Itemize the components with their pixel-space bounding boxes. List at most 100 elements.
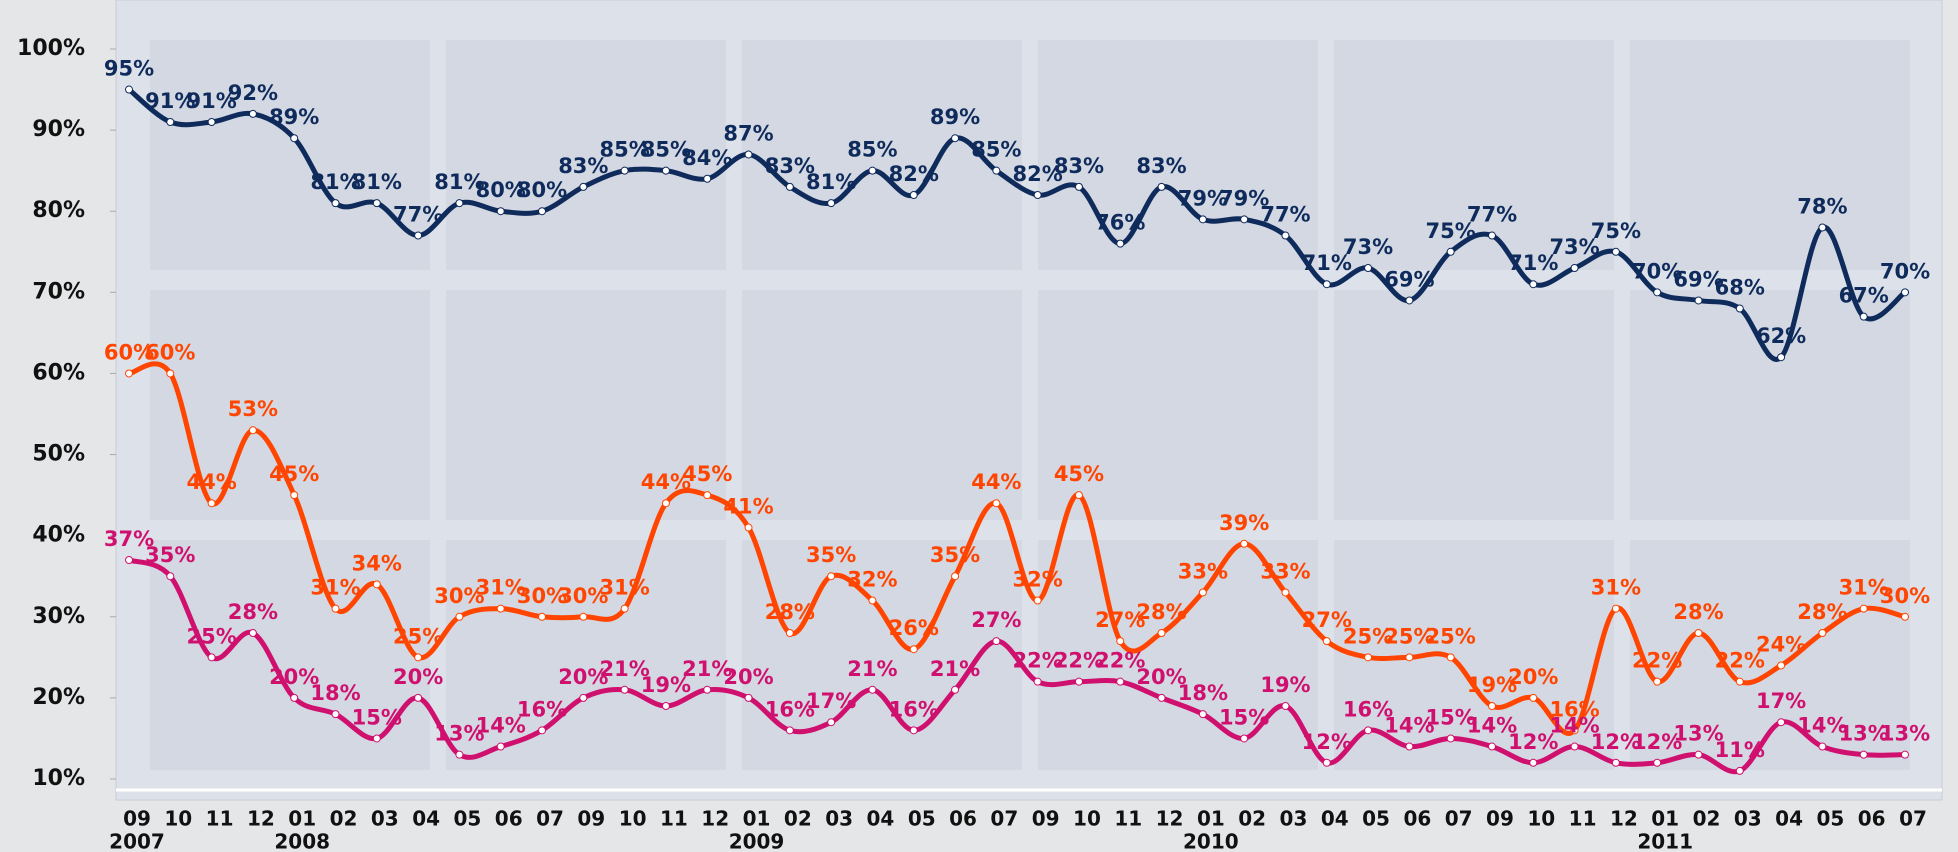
- point-marker: [249, 427, 256, 434]
- point-marker: [1365, 654, 1372, 661]
- data-label: 26%: [889, 616, 939, 640]
- point-marker: [497, 743, 504, 750]
- point-marker: [497, 208, 504, 215]
- data-label: 33%: [1260, 559, 1310, 583]
- point-marker: [167, 573, 174, 580]
- year-label: 2010: [1183, 830, 1239, 852]
- x-tick-label: 06: [949, 807, 977, 831]
- point-marker: [373, 735, 380, 742]
- point-marker: [291, 694, 298, 701]
- data-label: 12%: [1302, 730, 1352, 754]
- data-label: 15%: [1219, 705, 1269, 729]
- data-label: 82%: [889, 162, 939, 186]
- data-label: 33%: [1178, 559, 1228, 583]
- x-tick-label: 09: [577, 807, 605, 831]
- data-label: 70%: [1880, 259, 1930, 283]
- data-label: 69%: [1384, 267, 1434, 291]
- x-tick-label: 03: [371, 807, 399, 831]
- x-tick-label: 11: [206, 807, 234, 831]
- point-marker: [1447, 654, 1454, 661]
- point-marker: [1241, 735, 1248, 742]
- point-marker: [786, 183, 793, 190]
- point-marker: [828, 200, 835, 207]
- point-marker: [1902, 613, 1909, 620]
- x-tick-label: 07: [1899, 807, 1927, 831]
- x-tick-label: 05: [908, 807, 936, 831]
- x-tick-label: 04: [412, 807, 440, 831]
- point-marker: [952, 686, 959, 693]
- point-marker: [1571, 743, 1578, 750]
- data-label: 20%: [393, 665, 443, 689]
- point-marker: [1447, 735, 1454, 742]
- point-marker: [1778, 354, 1785, 361]
- data-label: 89%: [930, 105, 980, 129]
- point-marker: [1406, 743, 1413, 750]
- point-marker: [208, 654, 215, 661]
- point-marker: [662, 167, 669, 174]
- point-marker: [291, 135, 298, 142]
- point-marker: [1488, 743, 1495, 750]
- point-marker: [1695, 297, 1702, 304]
- point-marker: [1199, 589, 1206, 596]
- x-tick-label: 12: [247, 807, 275, 831]
- y-tick-label: 60%: [32, 360, 85, 385]
- x-tick-label: 10: [164, 807, 192, 831]
- year-label: 2007: [109, 830, 165, 852]
- point-marker: [1530, 759, 1537, 766]
- point-marker: [745, 694, 752, 701]
- y-tick-label: 20%: [32, 685, 85, 710]
- data-label: 16%: [889, 697, 939, 721]
- point-marker: [497, 605, 504, 612]
- point-marker: [167, 119, 174, 126]
- x-tick-label: 04: [1321, 807, 1349, 831]
- x-tick-label: 03: [825, 807, 853, 831]
- point-marker: [1819, 743, 1826, 750]
- x-tick-label: 11: [660, 807, 688, 831]
- point-marker: [1117, 638, 1124, 645]
- y-tick-label: 10%: [32, 766, 85, 791]
- point-marker: [1158, 630, 1165, 637]
- x-tick-label: 03: [1734, 807, 1762, 831]
- data-label: 28%: [765, 600, 815, 624]
- x-tick-label: 10: [1527, 807, 1555, 831]
- year-label: 2008: [274, 830, 330, 852]
- x-tick-label: 04: [1775, 807, 1803, 831]
- point-marker: [1406, 654, 1413, 661]
- point-marker: [828, 573, 835, 580]
- point-marker: [704, 175, 711, 182]
- point-marker: [208, 119, 215, 126]
- point-marker: [1654, 759, 1661, 766]
- point-marker: [1612, 605, 1619, 612]
- point-marker: [1199, 216, 1206, 223]
- x-tick-label: 12: [701, 807, 729, 831]
- data-label: 11%: [1715, 738, 1765, 762]
- x-tick-label: 05: [1816, 807, 1844, 831]
- y-tick-label: 40%: [32, 523, 85, 548]
- data-label: 35%: [806, 543, 856, 567]
- data-label: 35%: [145, 543, 195, 567]
- point-marker: [1241, 540, 1248, 547]
- point-marker: [1736, 305, 1743, 312]
- data-label: 21%: [847, 657, 897, 681]
- data-label: 28%: [228, 600, 278, 624]
- point-marker: [167, 370, 174, 377]
- point-marker: [952, 573, 959, 580]
- point-marker: [126, 557, 133, 564]
- point-marker: [580, 694, 587, 701]
- data-label: 45%: [1054, 462, 1104, 486]
- point-marker: [291, 492, 298, 499]
- data-label: 28%: [1673, 600, 1723, 624]
- data-label: 85%: [971, 138, 1021, 162]
- point-marker: [993, 638, 1000, 645]
- data-label: 18%: [1178, 681, 1228, 705]
- x-tick-label: 06: [495, 807, 523, 831]
- data-label: 92%: [228, 81, 278, 105]
- x-tick-label: 01: [1651, 807, 1679, 831]
- x-tick-label: 06: [1403, 807, 1431, 831]
- point-marker: [1241, 216, 1248, 223]
- data-label: 85%: [847, 138, 897, 162]
- point-marker: [1199, 711, 1206, 718]
- point-marker: [621, 167, 628, 174]
- data-label: 44%: [971, 470, 1021, 494]
- point-marker: [1323, 759, 1330, 766]
